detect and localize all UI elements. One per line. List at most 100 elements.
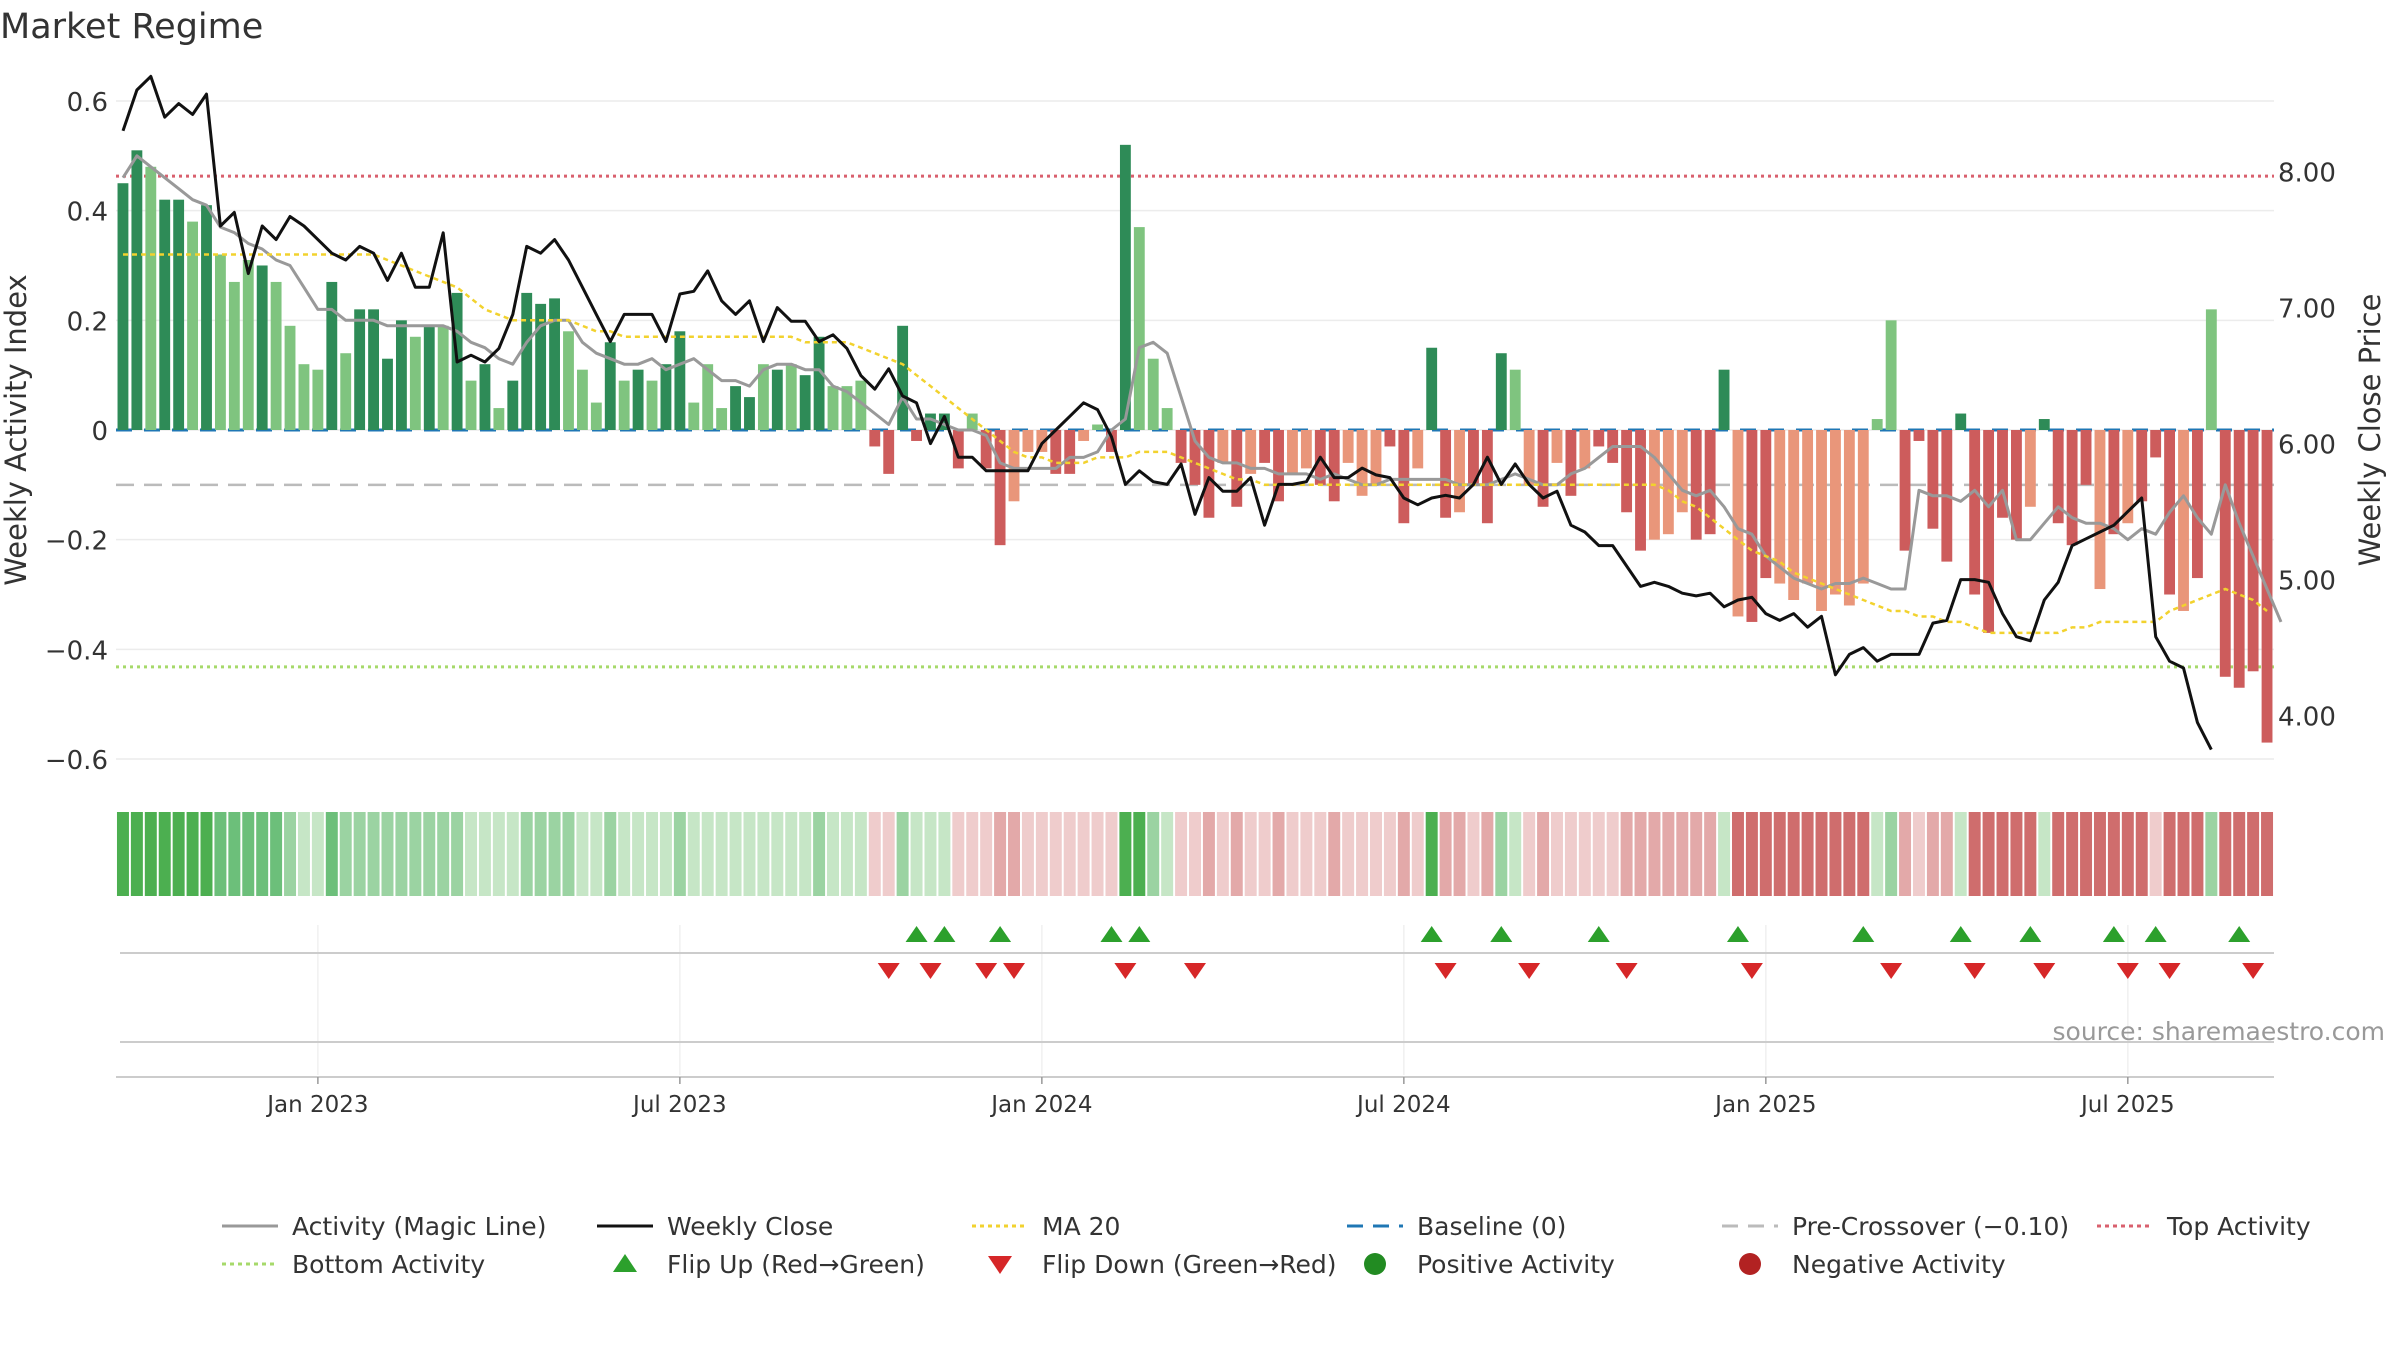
regime-strip-cell bbox=[1091, 812, 1104, 896]
activity-bar bbox=[2136, 430, 2148, 502]
flip-up-marker bbox=[1420, 926, 1443, 942]
regime-strip-cell bbox=[924, 812, 937, 896]
regime-strip-cell bbox=[172, 812, 185, 896]
legend-label: Negative Activity bbox=[1792, 1250, 2006, 1279]
activity-bar bbox=[1481, 430, 1493, 524]
y2-axis-label: Weekly Close Price bbox=[2353, 294, 2387, 567]
regime-strip-cell bbox=[771, 812, 784, 896]
regime-strip-cell bbox=[1509, 812, 1522, 896]
regime-strip-cell bbox=[1439, 812, 1452, 896]
activity-bar bbox=[1398, 430, 1410, 524]
regime-strip-cell bbox=[409, 812, 422, 896]
regime-strip-cell bbox=[1968, 812, 1981, 896]
activity-bar bbox=[966, 413, 978, 430]
activity-bar bbox=[1955, 413, 1967, 430]
x-tick-label: Jan 2025 bbox=[1713, 1092, 1816, 1118]
legend-item: Flip Down (Green→Red) bbox=[988, 1250, 1337, 1279]
flip-down-marker bbox=[919, 963, 942, 979]
activity-bar bbox=[242, 260, 254, 430]
regime-strip-cell bbox=[701, 812, 714, 896]
activity-bar bbox=[869, 430, 881, 447]
regime-strip-cell bbox=[966, 812, 979, 896]
regime-strip-cell bbox=[1634, 812, 1647, 896]
activity-bar bbox=[1788, 430, 1800, 600]
regime-strip-cell bbox=[840, 812, 853, 896]
regime-strip-cell bbox=[1829, 812, 1842, 896]
activity-bar bbox=[326, 281, 338, 430]
regime-strip-cell bbox=[2219, 812, 2232, 896]
regime-strip-cell bbox=[785, 812, 798, 896]
regime-strip-cell bbox=[1356, 812, 1369, 896]
x-tick-label: Jan 2024 bbox=[989, 1092, 1092, 1118]
flip-down-marker bbox=[2033, 963, 2056, 979]
activity-bar bbox=[1370, 430, 1382, 485]
regime-strip-cell bbox=[1857, 812, 1870, 896]
legend-swatch bbox=[988, 1256, 1012, 1274]
activity-bar bbox=[1147, 358, 1159, 430]
regime-strip-cell bbox=[1815, 812, 1828, 896]
activity-bar bbox=[994, 430, 1006, 546]
activity-bar bbox=[1537, 430, 1549, 507]
activity-bar bbox=[1119, 144, 1131, 430]
activity-bar bbox=[298, 364, 310, 430]
regime-strip-cell bbox=[618, 812, 631, 896]
regime-strip-cell bbox=[2205, 812, 2218, 896]
regime-strip-cell bbox=[757, 812, 770, 896]
regime-strip-cell bbox=[1676, 812, 1689, 896]
activity-bar bbox=[1328, 430, 1340, 502]
regime-strip-cell bbox=[2066, 812, 2079, 896]
activity-bar bbox=[1259, 430, 1271, 463]
regime-strip-cell bbox=[799, 812, 812, 896]
activity-bar bbox=[2122, 430, 2134, 524]
activity-bar bbox=[1913, 430, 1925, 441]
activity-bar bbox=[1593, 430, 1605, 447]
activity-bar bbox=[312, 369, 324, 430]
regime-strip-cell bbox=[1718, 812, 1731, 896]
regime-strip-cell bbox=[1731, 812, 1744, 896]
legend-label: Baseline (0) bbox=[1417, 1212, 1566, 1241]
regime-strip-cell bbox=[1202, 812, 1215, 896]
activity-bar bbox=[2150, 430, 2162, 458]
regime-strip-cell bbox=[2093, 812, 2106, 896]
x-tick-label: Jul 2024 bbox=[1355, 1092, 1451, 1118]
regime-strip-cell bbox=[1467, 812, 1480, 896]
regime-strip-cell bbox=[659, 812, 672, 896]
regime-strip-cell bbox=[2191, 812, 2204, 896]
regime-strip-cell bbox=[1648, 812, 1661, 896]
activity-bar bbox=[952, 430, 964, 469]
regime-strip-cell bbox=[632, 812, 645, 896]
regime-strip-cell bbox=[1745, 812, 1758, 896]
activity-bar bbox=[1802, 430, 1814, 584]
regime-strip-cell bbox=[1425, 812, 1438, 896]
legend-label: Flip Up (Red→Green) bbox=[667, 1250, 925, 1279]
regime-strip-cell bbox=[938, 812, 951, 896]
activity-bar bbox=[201, 205, 212, 430]
flip-down-marker bbox=[1518, 963, 1541, 979]
activity-bar bbox=[423, 325, 435, 430]
regime-strip-cell bbox=[325, 812, 338, 896]
activity-bar bbox=[1231, 430, 1243, 507]
regime-strip-cell bbox=[1258, 812, 1271, 896]
regime-strip-cell bbox=[478, 812, 491, 896]
regime-strip-cell bbox=[297, 812, 310, 896]
activity-bar bbox=[395, 320, 407, 430]
regime-strip-cell bbox=[1801, 812, 1814, 896]
activity-bar bbox=[855, 380, 867, 430]
y-tick-label: −0.6 bbox=[45, 746, 108, 776]
regime-strip-cell bbox=[1954, 812, 1967, 896]
activity-bar bbox=[827, 386, 839, 430]
regime-strip-cell bbox=[2247, 812, 2260, 896]
legend-swatch bbox=[1739, 1253, 1761, 1275]
legend-item: Weekly Close bbox=[597, 1212, 833, 1241]
regime-strip-cell bbox=[367, 812, 380, 896]
activity-bar bbox=[1245, 430, 1257, 474]
activity-bar bbox=[1885, 320, 1897, 430]
regime-strip-cell bbox=[1982, 812, 1995, 896]
regime-strip-cell bbox=[1300, 812, 1313, 896]
regime-strip-cell bbox=[1759, 812, 1772, 896]
activity-bar bbox=[1983, 430, 1995, 633]
activity-bar bbox=[674, 331, 686, 430]
activity-bar bbox=[1621, 430, 1633, 513]
regime-strip-cell bbox=[270, 812, 283, 896]
activity-bar bbox=[576, 369, 588, 430]
